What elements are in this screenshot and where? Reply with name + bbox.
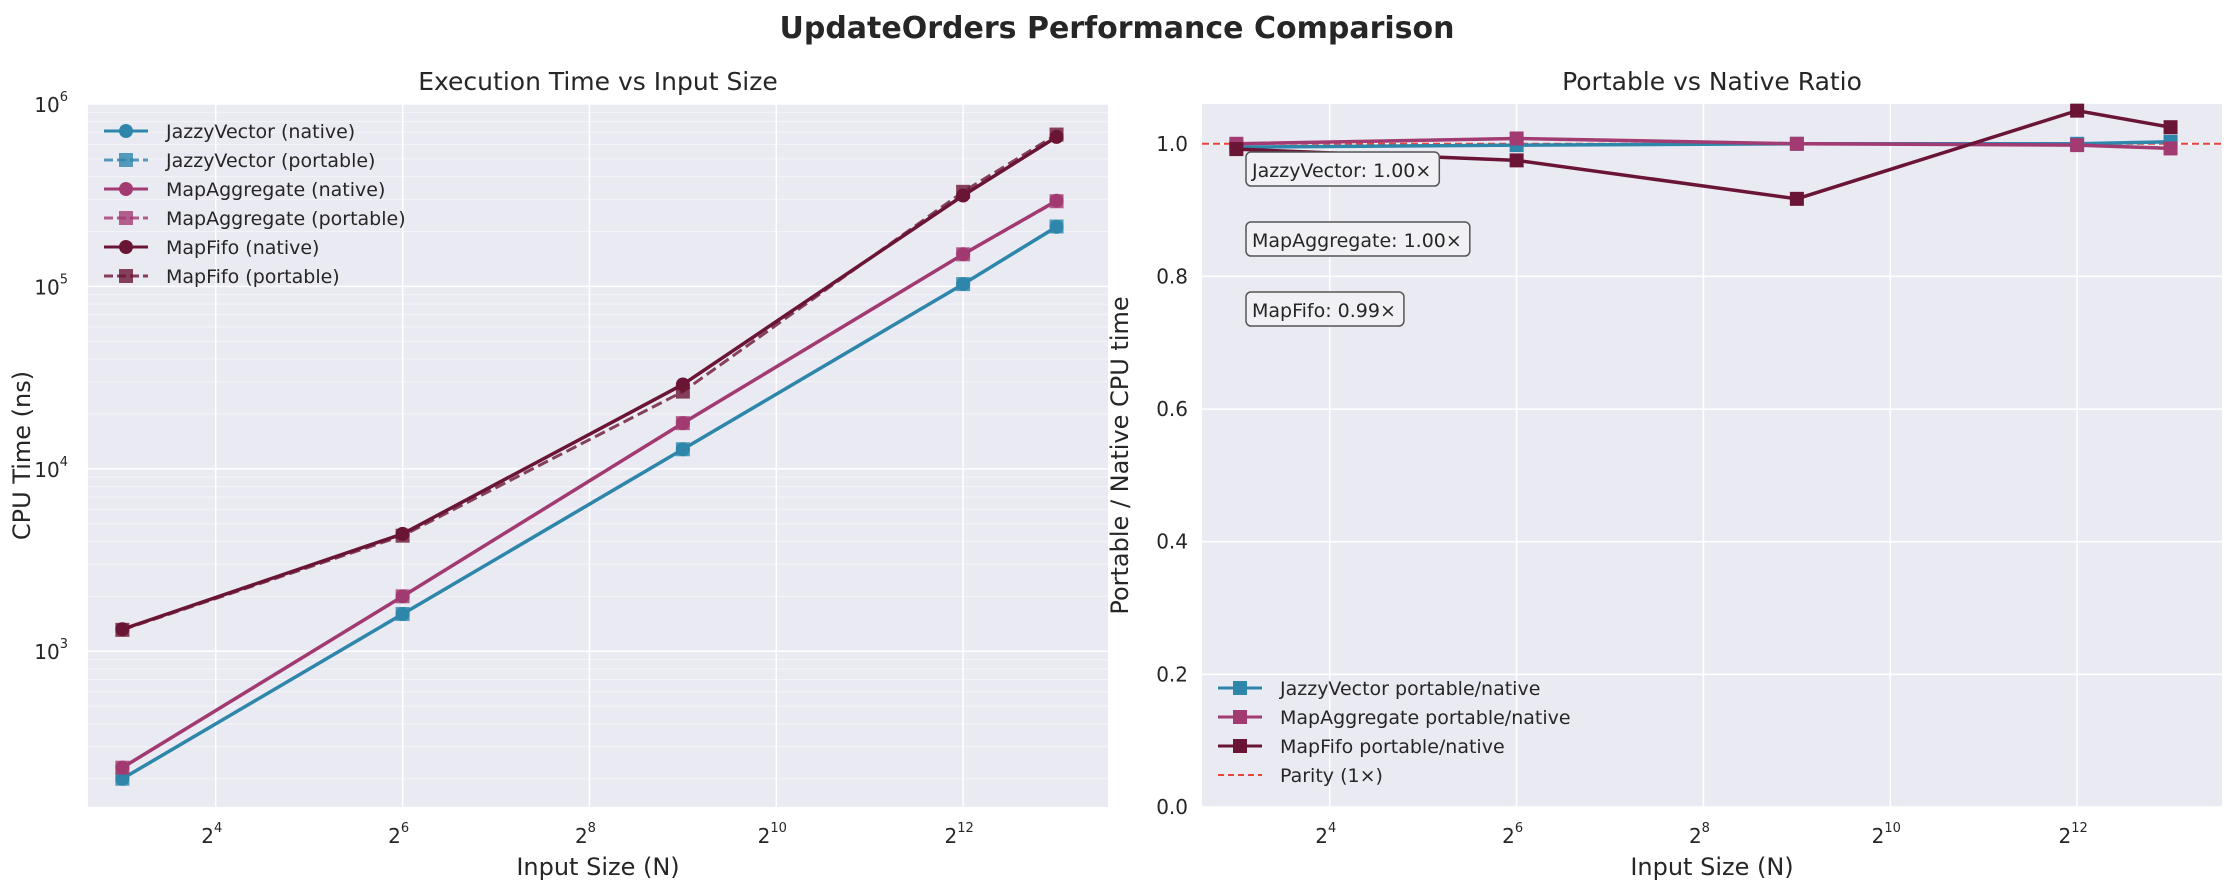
- data-point: [675, 416, 690, 431]
- y-tick-label: 103: [34, 637, 68, 664]
- legend-marker: [119, 269, 133, 283]
- execution-time-panel: 103 104 105 106 24 26 28 210 212 Execution Time v…: [8, 67, 1108, 881]
- plot-area: [88, 104, 1108, 807]
- ratio-panel: 0.0 0.2 0.4 0.6 0.8 1.0 24 26 28 210 212 Portable v…: [1106, 67, 2222, 881]
- x-tick-label: 26: [1502, 821, 1523, 848]
- data-point: [956, 277, 971, 292]
- y-tick-label: 1.0: [1156, 132, 1188, 156]
- data-point: [115, 771, 130, 786]
- annotation-box: [1245, 221, 1471, 257]
- data-point: [395, 607, 410, 622]
- legend-label: JazzyVector (native): [165, 121, 355, 143]
- x-tick-label: 210: [1872, 821, 1901, 848]
- y-tick-label: 0.0: [1156, 795, 1188, 819]
- legend-marker: [119, 240, 133, 254]
- legend-label: MapFifo (native): [166, 237, 319, 259]
- legend-label: JazzyVector (portable): [165, 150, 375, 172]
- legend-label: Parity (1×): [1280, 765, 1383, 787]
- legend-label: MapAggregate portable/native: [1280, 707, 1571, 729]
- x-axis-label: Input Size (N): [1630, 853, 1793, 881]
- panel-title: Portable vs Native Ratio: [1562, 67, 1862, 96]
- legend-label: MapFifo (portable): [166, 266, 340, 288]
- x-tick-label: 212: [2058, 821, 2087, 848]
- x-tick-label: 212: [944, 821, 973, 848]
- data-point: [1509, 131, 1524, 146]
- figure-title: UpdateOrders Performance Comparison: [780, 11, 1455, 46]
- x-tick-label: 24: [201, 821, 222, 848]
- annotation-box: [1245, 291, 1405, 327]
- y-tick-label: 106: [34, 90, 68, 117]
- y-axis-label: CPU Time (ns): [8, 371, 36, 540]
- annotation-text: JazzyVector: 1.00×: [1251, 160, 1431, 182]
- legend-label: MapFifo portable/native: [1280, 736, 1505, 758]
- panel-title: Execution Time vs Input Size: [418, 67, 778, 96]
- legend-marker: [119, 153, 133, 167]
- x-tick-label: 28: [575, 821, 596, 848]
- legend-marker: [1233, 739, 1247, 753]
- legend-marker: [1233, 710, 1247, 724]
- y-tick-label: 0.2: [1156, 662, 1188, 686]
- legend-marker: [119, 211, 133, 225]
- data-point: [1049, 219, 1064, 234]
- legend-marker: [119, 182, 133, 196]
- legend-label: JazzyVector portable/native: [1279, 678, 1540, 700]
- plot-area: [1202, 104, 2222, 807]
- x-tick-label: 26: [388, 821, 409, 848]
- data-point: [2163, 120, 2178, 135]
- y-tick-label: 0.8: [1156, 264, 1188, 288]
- y-tick-label: 0.6: [1156, 397, 1188, 421]
- annotation-box: [1245, 151, 1441, 187]
- data-point: [1049, 194, 1064, 209]
- x-tick-label: 210: [758, 821, 787, 848]
- data-point: [1229, 142, 1244, 157]
- annotation-text: MapAggregate: 1.00×: [1252, 230, 1462, 252]
- data-point: [956, 184, 971, 199]
- annotation-text: MapFifo: 0.99×: [1252, 300, 1396, 322]
- x-tick-label: 28: [1689, 821, 1710, 848]
- legend-label: MapAggregate (native): [166, 179, 385, 201]
- data-point: [395, 528, 410, 543]
- y-axis-label: Portable / Native CPU time: [1106, 296, 1134, 614]
- data-point: [675, 384, 690, 399]
- data-point: [395, 589, 410, 604]
- legend-label: MapAggregate (portable): [166, 208, 406, 230]
- data-point: [675, 442, 690, 457]
- legend-marker: [1233, 681, 1247, 695]
- data-point: [2070, 138, 2085, 153]
- data-point: [1789, 191, 1804, 206]
- y-tick-label: 104: [34, 455, 68, 482]
- data-point: [1509, 153, 1524, 168]
- legend-marker: [119, 124, 133, 138]
- y-tick-label: 0.4: [1156, 530, 1188, 554]
- x-axis-label: Input Size (N): [516, 853, 679, 881]
- x-tick-label: 24: [1315, 821, 1336, 848]
- data-point: [2163, 141, 2178, 156]
- data-point: [115, 622, 130, 637]
- data-point: [1789, 136, 1804, 151]
- data-point: [2070, 103, 2085, 118]
- data-point: [115, 760, 130, 775]
- data-point: [956, 247, 971, 262]
- data-point: [1049, 127, 1064, 142]
- y-tick-label: 105: [34, 272, 68, 299]
